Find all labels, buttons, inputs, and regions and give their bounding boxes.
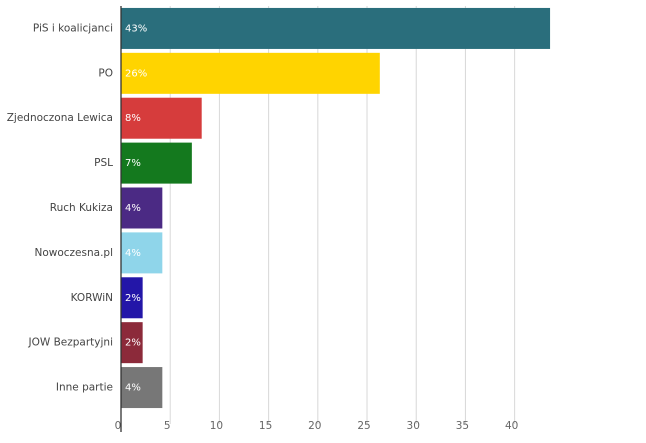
bar [121, 7, 551, 49]
value-label: 4% [125, 248, 141, 259]
value-label: 8% [125, 113, 141, 124]
x-tick-label: 25 [357, 420, 370, 432]
bar [121, 52, 380, 94]
category-label: Inne partie [56, 382, 113, 394]
category-label: PiS i koalicjanci [33, 22, 113, 34]
bar [121, 367, 163, 409]
value-label: 26% [125, 68, 147, 79]
x-tick-label: 0 [115, 420, 122, 432]
bar [121, 187, 163, 229]
x-tick-label: 15 [259, 420, 272, 432]
bar [121, 232, 163, 274]
category-label: Ruch Kukiza [50, 202, 113, 214]
bars [121, 7, 551, 409]
bar [121, 97, 202, 139]
category-label: PSL [94, 157, 113, 169]
value-label: 2% [125, 293, 141, 304]
value-labels: 43% 26% 8% 7% 4% 4% 2% 2% 4% [125, 23, 147, 393]
bar [121, 142, 192, 184]
category-label: PO [98, 67, 113, 79]
x-tick-label: 20 [308, 420, 321, 432]
value-label: 2% [125, 338, 141, 349]
bar [121, 277, 143, 319]
category-label: JOW Bezpartyjni [28, 337, 114, 349]
bar [121, 322, 143, 364]
x-tick-label: 5 [164, 420, 171, 432]
value-label: 7% [125, 158, 141, 169]
x-axis-ticks: 0 5 10 15 20 25 30 35 40 [115, 420, 519, 432]
category-labels: PiS i koalicjanci PO Zjednoczona Lewica PSL… [7, 22, 113, 393]
category-label: KORWiN [71, 292, 113, 304]
category-label: Zjednoczona Lewica [7, 112, 113, 124]
x-tick-label: 10 [210, 420, 223, 432]
value-label: 4% [125, 203, 141, 214]
x-tick-label: 30 [407, 420, 420, 432]
value-label: 43% [125, 23, 147, 34]
x-tick-label: 40 [505, 420, 518, 432]
x-tick-label: 35 [456, 420, 469, 432]
value-label: 4% [125, 383, 141, 394]
category-label: Nowoczesna.pl [34, 247, 113, 259]
